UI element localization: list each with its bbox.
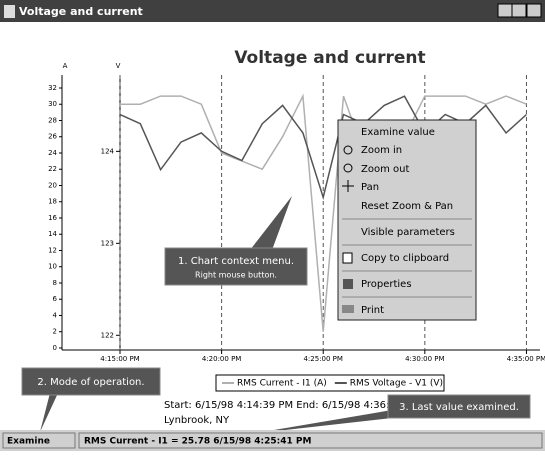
x-tick-label: 4:25:00 PM: [303, 355, 342, 363]
minimize-button[interactable]: [498, 4, 512, 17]
legend-label: RMS Voltage - V1 (V): [350, 379, 443, 389]
menu-item[interactable]: Pan: [361, 182, 379, 193]
y-tick-label: 14: [48, 230, 57, 238]
y2-tick-label: 122: [101, 331, 114, 339]
copy-icon: [343, 253, 352, 263]
y-tick-label: 18: [48, 198, 57, 206]
menu-item[interactable]: Properties: [361, 279, 412, 290]
menu-item[interactable]: Visible parameters: [361, 227, 455, 238]
callout-title: 2. Mode of operation.: [37, 377, 144, 388]
y-tick-label: 12: [48, 246, 57, 254]
x-tick-label: 4:35:00 PM: [507, 355, 545, 363]
y-tick-label: 10: [48, 263, 57, 271]
info-location: Lynbrook, NY: [164, 415, 230, 426]
y-tick-label: 26: [48, 133, 57, 141]
y-tick-label: 22: [48, 165, 57, 173]
window: Voltage and current Voltage and current …: [0, 0, 545, 451]
x-tick-label: 4:15:00 PM: [100, 355, 139, 363]
app-icon: [4, 5, 15, 18]
y-tick-label: 24: [48, 149, 57, 157]
status-mode: Examine: [7, 437, 50, 447]
y2-tick-label: 123: [101, 239, 114, 247]
y-tick-label: 20: [48, 181, 57, 189]
y-tick-label: 8: [53, 279, 57, 287]
y-tick-label: 4: [53, 311, 58, 319]
y-tick-label: 28: [48, 116, 57, 124]
y-tick-label: 16: [48, 214, 57, 222]
window-buttons[interactable]: [498, 4, 541, 17]
maximize-button[interactable]: [512, 4, 526, 17]
menu-item[interactable]: Zoom in: [361, 145, 402, 156]
y-tick-label: 0: [53, 344, 57, 352]
y2-tick-label: 124: [101, 147, 115, 155]
close-button[interactable]: [527, 4, 541, 17]
x-tick-label: 4:30:00 PM: [405, 355, 444, 363]
status-value: RMS Current - I1 = 25.78 6/15/98 4:25:41…: [84, 437, 311, 447]
callout-subtitle: Right mouse button.: [195, 271, 277, 280]
y-axis-label: A: [63, 62, 68, 70]
context-menu: Examine value Zoom in Zoom out Pan Reset…: [338, 120, 476, 320]
menu-item[interactable]: Examine value: [361, 127, 435, 138]
window-title: Voltage and current: [19, 5, 143, 18]
y2-axis-label: V: [116, 62, 121, 70]
callout-title: 1. Chart context menu.: [178, 256, 294, 267]
chart-title: Voltage and current: [234, 48, 425, 68]
legend-label: RMS Current - I1 (A): [237, 379, 327, 389]
menu-item[interactable]: Reset Zoom & Pan: [361, 201, 453, 212]
info-range: Start: 6/15/98 4:14:39 PM End: 6/15/98 4…: [164, 400, 420, 411]
menu-item[interactable]: Zoom out: [361, 164, 409, 175]
menu-item[interactable]: Print: [361, 305, 384, 316]
print-icon: [342, 305, 354, 313]
menu-item[interactable]: Copy to clipboard: [361, 253, 449, 264]
y-tick-label: 32: [48, 84, 57, 92]
callout-title: 3. Last value examined.: [399, 402, 519, 413]
x-tick-label: 4:20:00 PM: [202, 355, 241, 363]
y-tick-label: 6: [53, 295, 58, 303]
y-tick-label: 30: [48, 100, 57, 108]
menu-box: [338, 120, 476, 320]
y-tick-label: 2: [53, 328, 57, 336]
properties-icon: [343, 279, 353, 289]
